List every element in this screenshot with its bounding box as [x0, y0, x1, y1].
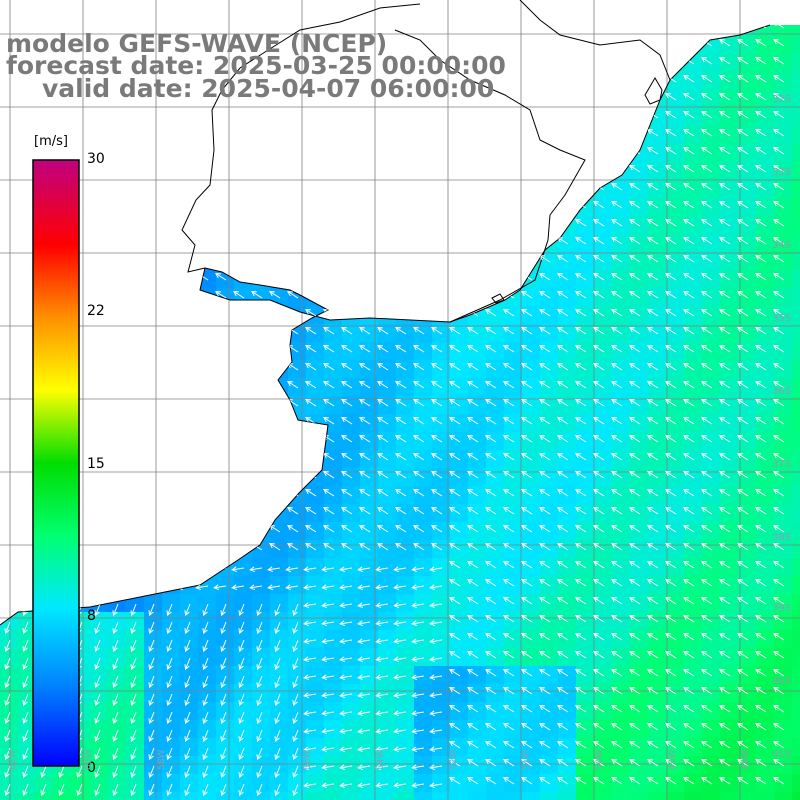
river-border — [181, 3, 421, 273]
border-line-2 — [519, 0, 671, 81]
colorbar-tick-30: 30 — [87, 151, 105, 167]
valid-date: valid date: 2025-04-07 06:00:00 — [42, 74, 495, 103]
lat-label-41s: 41S — [772, 749, 792, 760]
lat-label-39s: 39S — [772, 603, 792, 614]
colorbar-tick-8: 8 — [87, 608, 96, 624]
lon-label-48w: 48W — [741, 749, 751, 770]
colorbar-tick-0: 0 — [87, 760, 96, 776]
lat-label-37s: 37S — [772, 459, 792, 470]
lat-label-32s: 32S — [772, 94, 792, 105]
lon-label-51w: 51W — [522, 749, 532, 770]
lon-label-49w: 49W — [668, 749, 678, 770]
forecast-date: forecast date: 2025-03-25 00:00:00 — [6, 51, 506, 80]
lat-label-34s: 34S — [772, 240, 792, 251]
lon-label-52w: 52W — [449, 749, 459, 770]
lat-label-38s: 38S — [772, 532, 792, 543]
border-line — [394, 29, 586, 323]
lat-label-35s: 35S — [772, 313, 792, 324]
lagoon — [644, 77, 663, 105]
lon-label-50w: 50W — [595, 749, 605, 770]
lon-label-60w: 60W — [84, 749, 94, 770]
model-title: modelo GEFS-WAVE (NCEP) — [6, 29, 388, 58]
colorbar-tick-22: 22 — [87, 303, 105, 319]
lat-label-33s: 33S — [772, 167, 792, 178]
lat-label-40s: 40S — [772, 676, 792, 687]
lon-label-58w: 58W — [157, 749, 167, 770]
lon-label-54w: 54W — [376, 749, 386, 770]
colorbar — [32, 159, 80, 767]
coastline — [0, 24, 771, 626]
lon-label-62w: 62W — [8, 749, 18, 770]
colorbar-unit: [m/s] — [34, 134, 68, 149]
lat-label-36s: 36S — [772, 386, 792, 397]
lake — [491, 293, 505, 304]
lon-label-56w: 56W — [303, 749, 313, 770]
colorbar-tick-15: 15 — [87, 456, 105, 472]
